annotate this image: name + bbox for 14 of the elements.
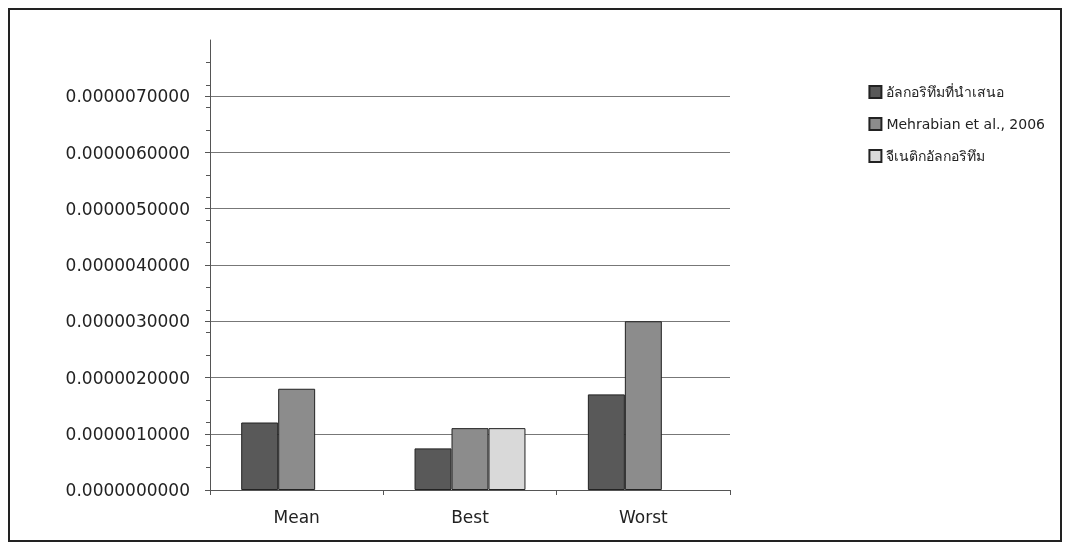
y-tick-label: 0.0000020000 [65,367,190,388]
y-tick-label: 0.0000060000 [65,142,190,163]
x-tick-label: Mean [273,506,320,527]
x-tick-label: Best [451,506,490,527]
legend-label: จีเนติกอัลกอริทึม [886,148,986,164]
legend-label: Mehrabian et al., 2006 [886,116,1046,132]
y-tick-label: 0.0000010000 [65,423,190,444]
y-tick-label: 0.0000030000 [65,311,190,332]
legend-label: อัลกอริทึมที่นำเสนอ [886,83,1005,100]
y-tick-label: 0.0000050000 [65,198,190,219]
y-tick-label: 0.0000000000 [65,480,190,500]
x-tick-label: Worst [618,506,669,527]
y-tick-label: 0.0000040000 [65,255,190,275]
y-tick-label: 0.0000070000 [65,86,190,107]
